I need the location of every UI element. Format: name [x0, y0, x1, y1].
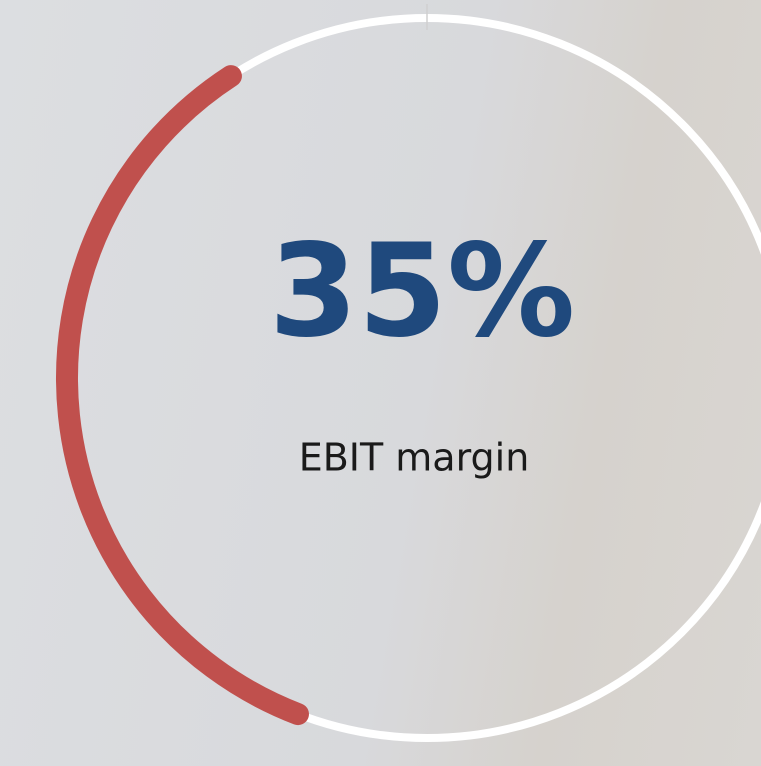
background — [0, 0, 761, 766]
chart: 35% EBIT margin — [0, 0, 761, 766]
page: 35% EBIT margin (() => { const data = JS… — [0, 0, 761, 766]
value-label: 35% — [269, 217, 575, 366]
gauge-label: EBIT margin — [299, 436, 530, 480]
gauge-arc — [67, 76, 298, 714]
